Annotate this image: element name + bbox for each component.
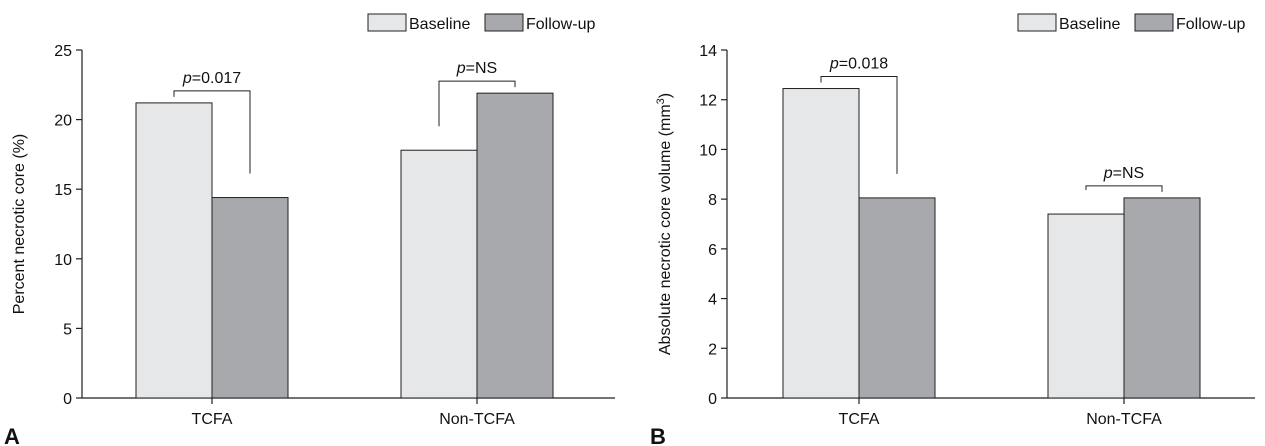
y-axis-label: Percent necrotic core (%)	[11, 134, 28, 315]
legend-label: Baseline	[409, 16, 470, 33]
legend-label: Follow-up	[1176, 16, 1245, 33]
y-tick-label: 10	[699, 142, 717, 159]
panel-label: A	[4, 424, 20, 446]
bar-baseline-tcfa	[135, 102, 213, 399]
y-tick-label: 20	[54, 113, 72, 130]
bar-baseline-nontcfa	[400, 149, 478, 399]
y-tick-label: 12	[699, 93, 717, 110]
bar-followup-tcfa	[211, 197, 289, 399]
panel-label: B	[650, 424, 666, 446]
x-tick-label: Non-TCFA	[439, 411, 515, 428]
x-tick-label: Non-TCFA	[1086, 411, 1162, 428]
y-axis-label: Absolute necrotic core volume (mm3)	[655, 93, 674, 355]
significance-bracket	[173, 90, 251, 174]
bar-followup-tcfa	[858, 197, 936, 399]
bar-baseline-tcfa	[782, 88, 860, 399]
legend-swatch	[484, 13, 524, 32]
panel-b: 0 2 4 6 8 10 12 14 Absolute necrotic core volume…	[650, 13, 1255, 446]
y-tick-label: 14	[699, 43, 717, 60]
bar-baseline-nontcfa	[1047, 213, 1125, 399]
significance-bracket	[820, 76, 898, 174]
y-tick-label: 2	[708, 341, 717, 358]
y-tick-label: 0	[708, 391, 717, 408]
y-tick-label: 8	[708, 192, 717, 209]
y-tick-label: 4	[708, 292, 717, 309]
p-value-label: p=NS	[456, 60, 497, 77]
legend-swatch	[367, 13, 407, 32]
significance-bracket	[1085, 185, 1163, 192]
legend-swatch	[1017, 13, 1057, 32]
legend-label: Baseline	[1059, 16, 1120, 33]
y-tick-label: 10	[54, 252, 72, 269]
y-tick-label: 6	[708, 242, 717, 259]
x-tick-label: TCFA	[839, 411, 880, 428]
p-value-label: p=NS	[1103, 165, 1144, 182]
y-tick-label: 25	[54, 43, 72, 60]
y-tick-label: 5	[63, 321, 72, 338]
y-tick-label: 0	[63, 391, 72, 408]
bar-followup-nontcfa	[476, 92, 554, 399]
legend-swatch	[1134, 13, 1174, 32]
significance-bracket	[438, 80, 516, 127]
p-value-label: p=0.018	[829, 56, 888, 73]
p-value-label: p=0.017	[182, 70, 241, 87]
legend-label: Follow-up	[526, 16, 595, 33]
bar-followup-nontcfa	[1123, 197, 1201, 399]
y-tick-label: 15	[54, 182, 72, 199]
x-tick-label: TCFA	[192, 411, 233, 428]
panel-a: 0 5 10 15 20 25 Percent necrotic core (%) TCFA N…	[4, 13, 615, 446]
